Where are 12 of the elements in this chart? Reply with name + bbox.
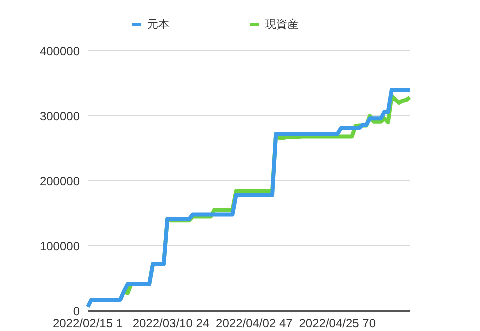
x-tick-label: 2022/04/02 47: [216, 316, 294, 331]
x-tick-label: 2022/02/15 1: [52, 316, 124, 331]
legend-label: 現資産: [266, 18, 298, 32]
y-tick-label: 0: [73, 304, 80, 318]
legend-label: 元本: [148, 18, 170, 32]
x-tick-label: 2022/03/10 24: [132, 316, 210, 331]
y-tick-label: 200000: [40, 174, 80, 188]
x-tick-label: 2022/04/25 70: [299, 316, 376, 331]
y-tick-label: 300000: [40, 109, 80, 124]
y-tick-label: 100000: [40, 239, 80, 254]
line-series: [86, 88, 412, 310]
y-tick-label: 400000: [40, 44, 80, 58]
